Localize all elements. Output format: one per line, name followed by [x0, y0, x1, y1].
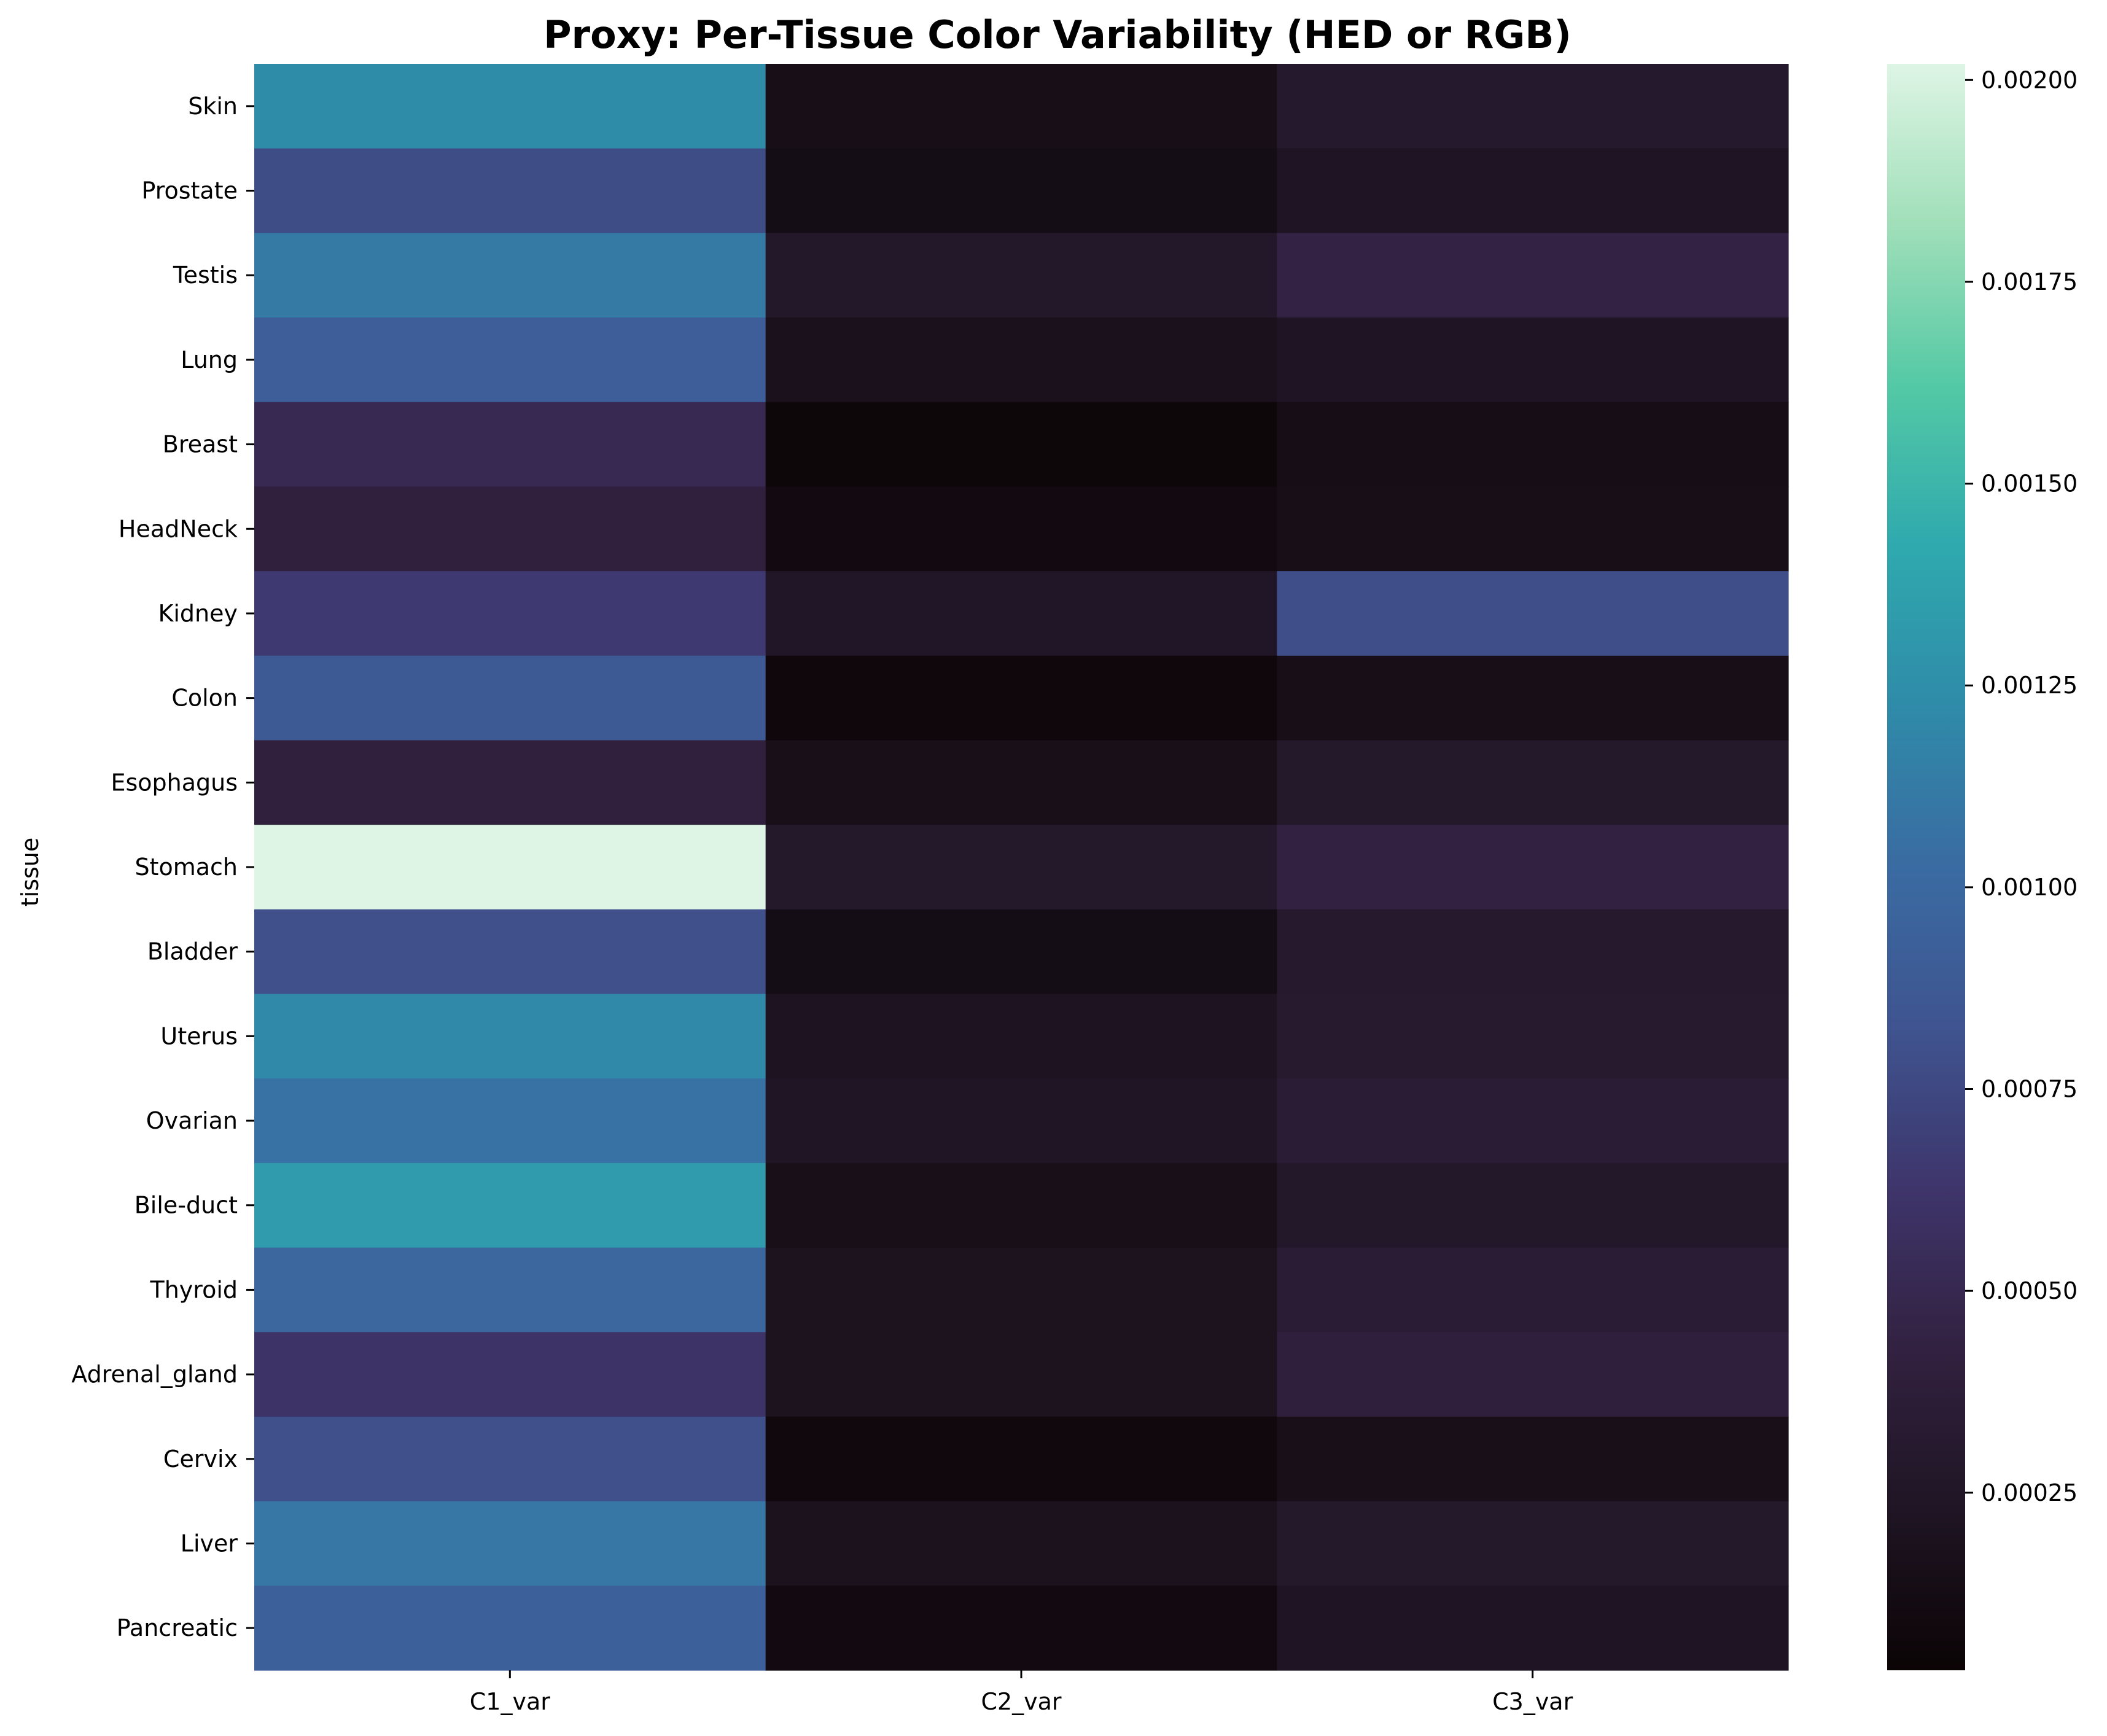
- heatmap-cell: [765, 1332, 1277, 1417]
- heatmap-cell: [1277, 994, 1789, 1079]
- heatmap-cell: [254, 1501, 766, 1586]
- chart-title: Proxy: Per-Tissue Color Variability (HED…: [543, 12, 1571, 57]
- heatmap-cell: [1277, 655, 1789, 741]
- heatmap-cell: [254, 740, 766, 825]
- y-tick-label: Bile-duct: [134, 1192, 238, 1219]
- heatmap-cell: [765, 655, 1277, 741]
- heatmap-cell: [1277, 1247, 1789, 1333]
- y-tick-label: Cervix: [163, 1446, 238, 1473]
- y-tick-label: Prostate: [141, 177, 238, 204]
- heatmap-cell: [765, 486, 1277, 572]
- heatmap-cell: [254, 1416, 766, 1502]
- heatmap-cell: [1277, 1078, 1789, 1164]
- heatmap-cell: [254, 571, 766, 656]
- colorbar-tick-label: 0.00200: [1981, 66, 2078, 93]
- y-tick-label: Kidney: [158, 600, 238, 627]
- colorbar-gradient: [1887, 64, 1965, 1670]
- heatmap-cell: [254, 1332, 766, 1417]
- heatmap-cell: [254, 233, 766, 318]
- heatmap-cell: [765, 1586, 1277, 1671]
- heatmap-cell: [1277, 64, 1789, 149]
- y-tick-label: Testis: [173, 262, 238, 289]
- y-axis-label: tissue: [17, 838, 44, 907]
- y-tick-label: Breast: [163, 431, 238, 458]
- heatmap-cell: [765, 994, 1277, 1079]
- heatmap-cell: [1277, 571, 1789, 656]
- colorbar-tick-label: 0.00050: [1981, 1277, 2078, 1304]
- y-tick-label: Lung: [181, 346, 238, 373]
- row-labels: Skin Prostate Testis Lung Breast HeadNeck Kidn…: [71, 93, 254, 1641]
- colorbar-tick-label: 0.00100: [1981, 874, 2078, 901]
- heatmap-cell: [1277, 1332, 1789, 1417]
- x-tick-label: C1_var: [470, 1688, 550, 1715]
- y-tick-label: Bladder: [147, 938, 238, 965]
- heatmap-cell: [765, 233, 1277, 318]
- heatmap-cell: [254, 1078, 766, 1164]
- heatmap-cell: [254, 64, 766, 149]
- y-tick-label: Esophagus: [111, 769, 238, 796]
- column-labels: C1_var C2_var C3_var: [470, 1670, 1573, 1715]
- y-tick-label: Stomach: [134, 854, 238, 881]
- heatmap-cell: [765, 909, 1277, 995]
- y-tick-label: Thyroid: [150, 1276, 238, 1303]
- heatmap-cell: [254, 1162, 766, 1248]
- heatmap-cell: [1277, 486, 1789, 572]
- heatmap-cell: [254, 486, 766, 572]
- heatmap-cell: [765, 148, 1277, 233]
- heatmap-cell: [1277, 402, 1789, 488]
- heatmap-cell: [254, 1247, 766, 1333]
- heatmap-cell: [254, 909, 766, 995]
- heatmap-cell: [765, 825, 1277, 910]
- heatmap-cell: [1277, 1501, 1789, 1586]
- colorbar-tick-label: 0.00175: [1981, 268, 2078, 295]
- heatmap-cell: [1277, 233, 1789, 318]
- heatmap-cell: [1277, 317, 1789, 403]
- y-tick-label: HeadNeck: [119, 515, 238, 542]
- heatmap-cell: [765, 1078, 1277, 1164]
- heatmap-cell: [254, 402, 766, 488]
- heatmap-cell: [1277, 1586, 1789, 1671]
- heatmap-cell: [765, 64, 1277, 149]
- heatmap-cell: [765, 1162, 1277, 1248]
- y-tick-label: Ovarian: [146, 1107, 238, 1134]
- y-tick-label: Pancreatic: [117, 1614, 238, 1641]
- colorbar-tick-label: 0.00025: [1981, 1479, 2078, 1506]
- x-tick-label: C3_var: [1492, 1688, 1573, 1715]
- x-tick-label: C2_var: [981, 1688, 1061, 1715]
- colorbar: 0.00025 0.00050 0.00075 0.00100 0.00125 0.001…: [1887, 64, 2078, 1670]
- heatmap-cell: [765, 1501, 1277, 1586]
- heatmap-cell: [254, 148, 766, 233]
- heatmap-cell: [1277, 148, 1789, 233]
- y-tick-label: Adrenal_gland: [71, 1361, 238, 1388]
- heatmap-cell: [765, 740, 1277, 825]
- heatmap-cells: [254, 64, 1789, 1671]
- colorbar-tick-label: 0.00125: [1981, 672, 2078, 699]
- heatmap-cell: [765, 317, 1277, 403]
- heatmap-cell: [765, 1416, 1277, 1502]
- heatmap-cell: [765, 571, 1277, 656]
- heatmap-cell: [1277, 909, 1789, 995]
- y-tick-label: Skin: [188, 93, 238, 120]
- heatmap-cell: [254, 825, 766, 910]
- colorbar-tick-label: 0.00150: [1981, 470, 2078, 497]
- heatmap-cell: [765, 402, 1277, 488]
- heatmap-cell: [1277, 825, 1789, 910]
- heatmap-cell: [254, 994, 766, 1079]
- y-tick-label: Liver: [181, 1530, 238, 1557]
- heatmap-cell: [1277, 1162, 1789, 1248]
- heatmap-cell: [254, 1586, 766, 1671]
- heatmap-cell: [254, 655, 766, 741]
- heatmap-cell: [254, 317, 766, 403]
- y-tick-label: Uterus: [160, 1022, 238, 1049]
- colorbar-tick-label: 0.00075: [1981, 1076, 2078, 1103]
- heatmap-cell: [1277, 740, 1789, 825]
- heatmap-cell: [765, 1247, 1277, 1333]
- heatmap-cell: [1277, 1416, 1789, 1502]
- y-tick-label: Colon: [171, 685, 238, 712]
